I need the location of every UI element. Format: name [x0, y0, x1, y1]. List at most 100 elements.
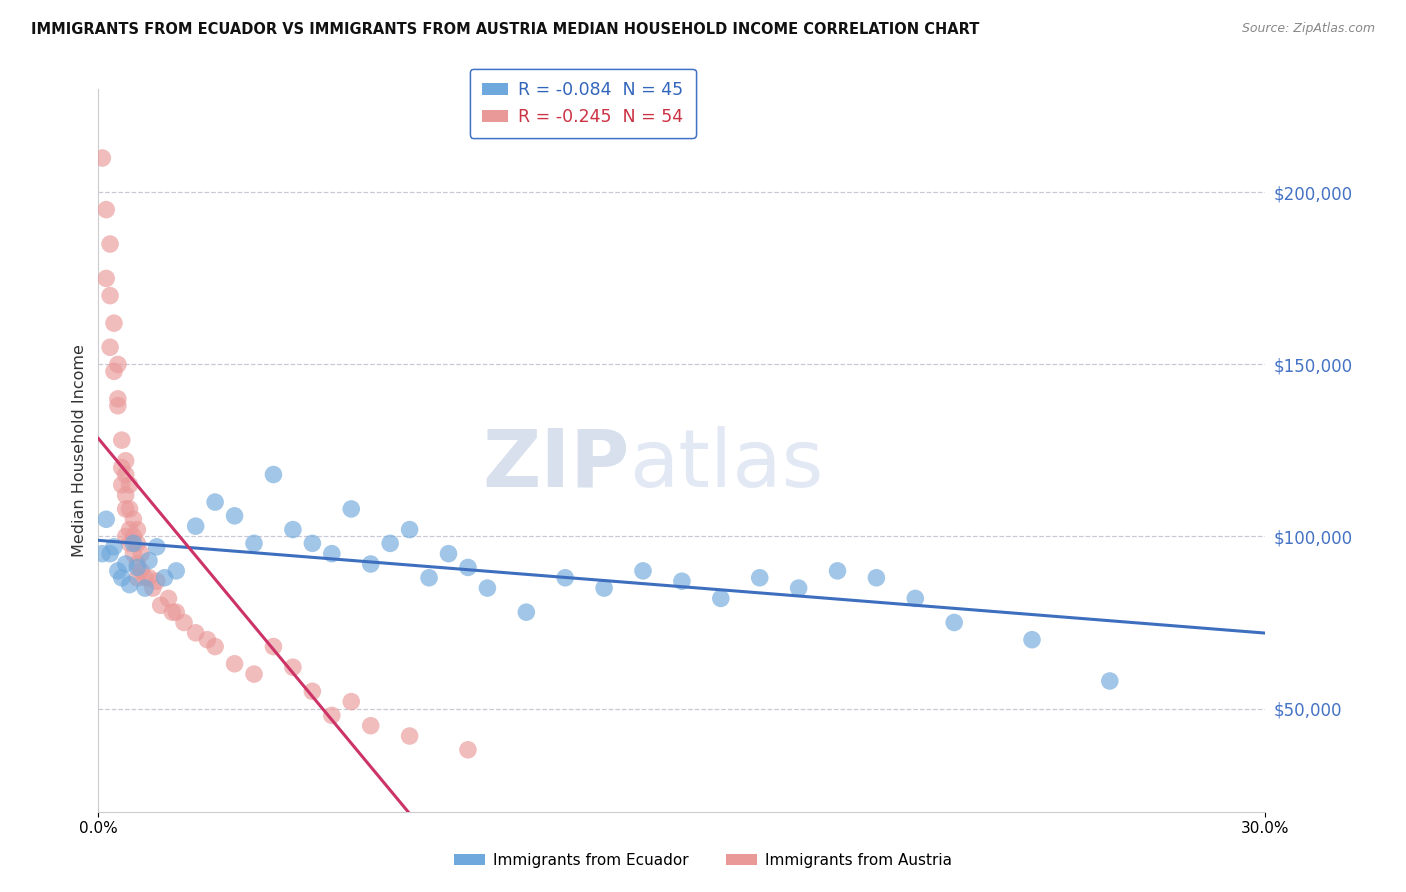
Point [127, 560, 149, 574]
Point [457, 560, 479, 574]
Point [98, 340, 121, 354]
Point [111, 433, 134, 447]
Point [165, 605, 187, 619]
Point [91, 547, 114, 561]
Point [149, 599, 172, 613]
Point [153, 571, 176, 585]
Y-axis label: Median Household Income: Median Household Income [72, 344, 87, 557]
Legend: R = -0.084  N = 45, R = -0.245  N = 54: R = -0.084 N = 45, R = -0.245 N = 54 [470, 69, 696, 138]
Point [127, 536, 149, 550]
Point [165, 564, 187, 578]
Point [224, 508, 246, 523]
Point [340, 502, 363, 516]
Point [122, 536, 145, 550]
Point [360, 719, 382, 733]
Point [360, 557, 382, 571]
Point [103, 316, 125, 330]
Point [96, 271, 118, 285]
Point [398, 729, 420, 743]
Point [146, 574, 169, 589]
Point [943, 615, 966, 630]
Point [865, 571, 887, 585]
Point [114, 454, 136, 468]
Point [103, 364, 125, 378]
Point [554, 571, 576, 585]
Point [91, 151, 114, 165]
Point [114, 488, 136, 502]
Point [243, 667, 266, 681]
Point [243, 536, 266, 550]
Point [111, 571, 134, 585]
Point [127, 523, 149, 537]
Point [107, 392, 129, 406]
Point [301, 684, 323, 698]
Point [127, 557, 149, 571]
Point [134, 581, 156, 595]
Point [127, 571, 149, 585]
Point [437, 547, 460, 561]
Point [107, 358, 129, 372]
Point [134, 571, 156, 585]
Point [114, 467, 136, 482]
Point [138, 571, 160, 585]
Point [457, 743, 479, 757]
Point [122, 529, 145, 543]
Point [118, 478, 141, 492]
Point [321, 708, 343, 723]
Point [173, 615, 195, 630]
Legend: Immigrants from Ecuador, Immigrants from Austria: Immigrants from Ecuador, Immigrants from… [449, 847, 957, 873]
Text: IMMIGRANTS FROM ECUADOR VS IMMIGRANTS FROM AUSTRIA MEDIAN HOUSEHOLD INCOME CORRE: IMMIGRANTS FROM ECUADOR VS IMMIGRANTS FR… [31, 22, 980, 37]
Point [904, 591, 927, 606]
Point [114, 502, 136, 516]
Point [321, 547, 343, 561]
Text: Source: ZipAtlas.com: Source: ZipAtlas.com [1241, 22, 1375, 36]
Point [281, 660, 304, 674]
Point [748, 571, 770, 585]
Point [710, 591, 733, 606]
Point [103, 540, 125, 554]
Point [787, 581, 810, 595]
Point [111, 460, 134, 475]
Point [204, 495, 226, 509]
Point [118, 523, 141, 537]
Point [96, 512, 118, 526]
Point [1021, 632, 1043, 647]
Point [671, 574, 693, 589]
Point [114, 529, 136, 543]
Point [184, 519, 207, 533]
Point [157, 591, 180, 606]
Point [281, 523, 304, 537]
Point [162, 605, 184, 619]
Point [262, 467, 284, 482]
Point [380, 536, 402, 550]
Point [204, 640, 226, 654]
Point [98, 288, 121, 302]
Point [631, 564, 654, 578]
Point [398, 523, 420, 537]
Point [146, 540, 169, 554]
Point [827, 564, 849, 578]
Point [118, 577, 141, 591]
Point [114, 557, 136, 571]
Point [107, 399, 129, 413]
Point [118, 536, 141, 550]
Point [593, 581, 616, 595]
Point [301, 536, 323, 550]
Point [142, 581, 165, 595]
Text: atlas: atlas [630, 425, 824, 504]
Point [418, 571, 440, 585]
Point [224, 657, 246, 671]
Point [340, 695, 363, 709]
Point [195, 632, 218, 647]
Point [122, 512, 145, 526]
Point [184, 625, 207, 640]
Point [515, 605, 537, 619]
Point [107, 564, 129, 578]
Point [118, 502, 141, 516]
Point [1098, 673, 1121, 688]
Point [96, 202, 118, 217]
Point [262, 640, 284, 654]
Point [477, 581, 499, 595]
Point [129, 564, 152, 578]
Point [98, 547, 121, 561]
